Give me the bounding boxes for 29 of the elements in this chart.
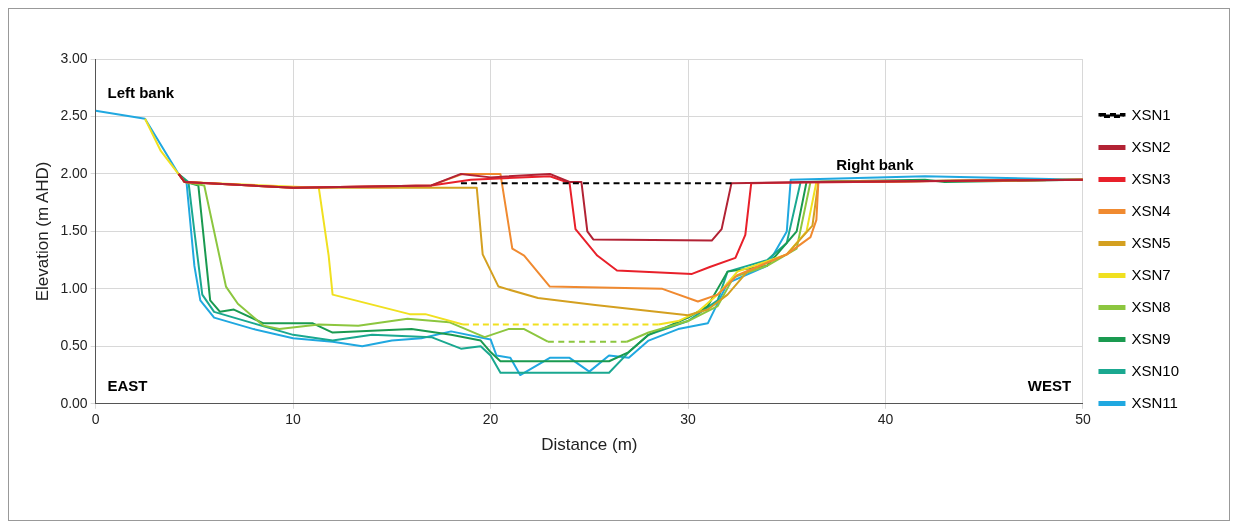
x-tick-label: 10 [285,411,302,428]
x-tick-label: 0 [91,411,100,428]
legend-label: XSN10 [1131,361,1179,379]
legend-label: XSN5 [1131,233,1171,251]
annotation: EAST [107,376,148,394]
x-tick-label: 50 [1075,411,1091,428]
legend-label: XSN11 [1131,393,1178,411]
y-tick-label: 2.00 [60,164,88,181]
legend-label: XSN7 [1131,265,1171,283]
y-tick-label: 0.50 [60,337,88,354]
legend-label: XSN2 [1131,137,1171,155]
x-tick-label: 20 [482,411,499,428]
legend-label: XSN3 [1131,169,1171,187]
x-tick-label: 40 [877,411,894,428]
y-tick-label: 2.50 [60,107,88,124]
y-tick-label: 1.00 [60,279,88,296]
x-tick-label: 30 [680,411,697,428]
annotation: Left bank [107,83,175,101]
x-axis-title: Distance (m) [541,435,638,455]
y-tick-label: 1.50 [60,222,88,239]
y-tick-label: 3.00 [60,49,88,66]
legend-label: XSN4 [1131,201,1171,219]
annotation: Right bank [836,156,915,174]
annotation: WEST [1027,376,1072,394]
legend-label: XSN1 [1131,105,1171,123]
y-tick-label: 0.00 [60,394,88,411]
legend-label: XSN9 [1131,329,1171,347]
legend-label: XSN8 [1131,297,1171,315]
y-axis-title: Elevation (m AHD) [32,161,52,302]
